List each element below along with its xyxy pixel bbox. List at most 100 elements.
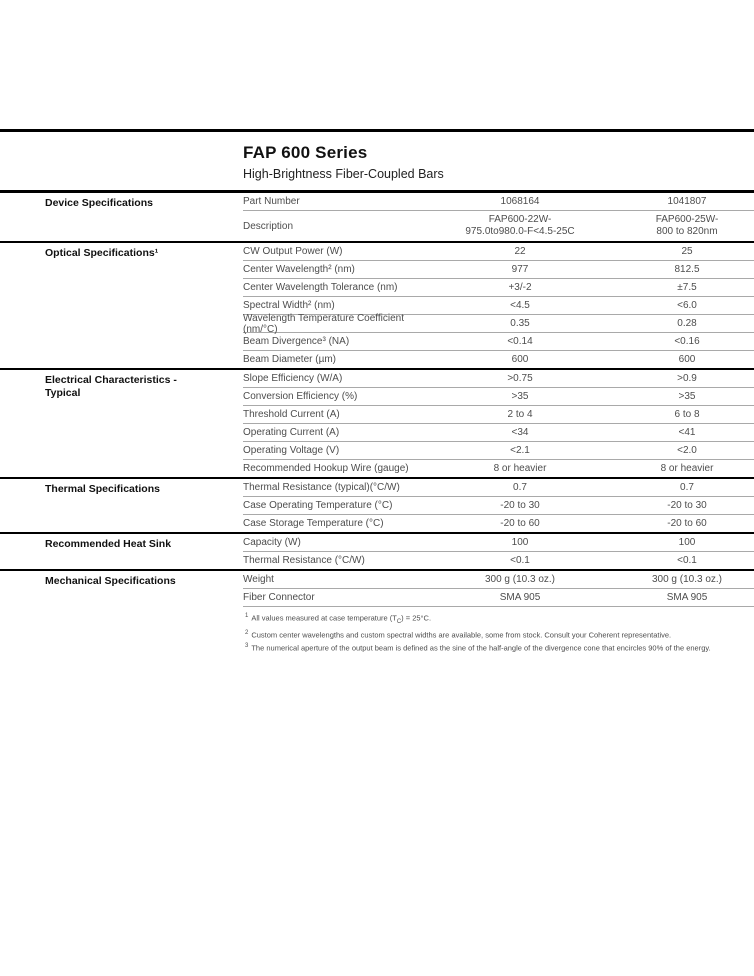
table-row: Case Storage Temperature (°C) -20 to 60 … bbox=[243, 515, 754, 532]
row-value-2: <2.0 bbox=[677, 444, 697, 456]
footnote-text: The numerical aperture of the output bea… bbox=[251, 643, 711, 652]
row-label: Thermal Resistance (°C/W) bbox=[243, 555, 365, 566]
row-label: Fiber Connector bbox=[243, 592, 315, 603]
row-value-2: >0.9 bbox=[677, 372, 697, 384]
row-value-1: <34 bbox=[511, 426, 529, 438]
row-label: Recommended Hookup Wire (gauge) bbox=[243, 463, 409, 474]
table-row: Fiber Connector SMA 905 SMA 905 bbox=[243, 589, 754, 607]
row-label: Case Storage Temperature (°C) bbox=[243, 518, 384, 529]
table-row: Center Wavelength Tolerance (nm) +3/-2 ±… bbox=[243, 279, 754, 297]
row-value-1: 8 or heavier bbox=[493, 462, 547, 474]
row-value-1: 977 bbox=[511, 263, 529, 275]
row-value-1: <4.5 bbox=[510, 299, 530, 311]
row-value-2: 812.5 bbox=[674, 263, 700, 275]
section-rows: Thermal Resistance (typical)(°C/W) 0.7 0… bbox=[243, 479, 754, 532]
row-label: CW Output Power (W) bbox=[243, 246, 343, 257]
row-value-1: +3/-2 bbox=[508, 281, 532, 293]
section-label: Mechanical Specifications bbox=[45, 575, 176, 587]
row-value-2: 6 to 8 bbox=[674, 408, 700, 420]
table-row: Slope Efficiency (W/A) >0.75 >0.9 bbox=[243, 370, 754, 388]
top-margin bbox=[0, 0, 754, 129]
row-value-1: 0.35 bbox=[510, 317, 530, 329]
table-row: Weight 300 g (10.3 oz.) 300 g (10.3 oz.) bbox=[243, 571, 754, 589]
table-row: Wavelength Temperature Coefficient (nm/°… bbox=[243, 312, 754, 335]
table-row: Thermal Resistance (typical)(°C/W) 0.7 0… bbox=[243, 479, 754, 497]
section-label: Optical Specifications¹ bbox=[45, 247, 159, 259]
table-row: Threshold Current (A) 2 to 4 6 to 8 bbox=[243, 406, 754, 424]
footnote-1: 1 All values measured at case temperature… bbox=[245, 611, 724, 628]
row-value-2: 100 bbox=[678, 536, 696, 548]
row-value-1: <0.1 bbox=[510, 554, 530, 566]
row-value-2: -20 to 30 bbox=[667, 499, 707, 511]
row-value-1: FAP600-22W- 975.0to980.0-F<4.5-25C bbox=[465, 214, 575, 237]
table-row: Beam Divergence³ (NA) <0.14 <0.16 bbox=[243, 333, 754, 351]
row-value-1: 22 bbox=[514, 245, 526, 257]
table-row: Beam Diameter (µm) 600 600 bbox=[243, 351, 754, 368]
table-row: Case Operating Temperature (°C) -20 to 3… bbox=[243, 497, 754, 515]
row-label: Thermal Resistance (typical)(°C/W) bbox=[243, 482, 400, 493]
row-label: Center Wavelength² (nm) bbox=[243, 264, 355, 275]
row-label: Weight bbox=[243, 574, 274, 585]
row-value-2: FAP600-25W- 800 to 820nm bbox=[655, 214, 719, 237]
table-row: Conversion Efficiency (%) >35 >35 bbox=[243, 388, 754, 406]
row-value-2: SMA 905 bbox=[666, 591, 708, 603]
row-value-1: 100 bbox=[511, 536, 529, 548]
row-label: Wavelength Temperature Coefficient (nm/°… bbox=[243, 312, 405, 335]
top-rule bbox=[0, 129, 754, 132]
row-value-2: >35 bbox=[678, 390, 696, 402]
table-row: Thermal Resistance (°C/W) <0.1 <0.1 bbox=[243, 552, 754, 569]
section-thermal-specifications: Thermal Specifications Thermal Resistanc… bbox=[0, 479, 754, 534]
section-rows: Slope Efficiency (W/A) >0.75 >0.9 Conver… bbox=[243, 370, 754, 477]
row-value-2: -20 to 60 bbox=[667, 517, 707, 529]
row-label: Beam Diameter (µm) bbox=[243, 354, 336, 365]
table-row: Operating Current (A) <34 <41 bbox=[243, 424, 754, 442]
section-label: Thermal Specifications bbox=[45, 483, 160, 495]
row-label: Operating Current (A) bbox=[243, 427, 340, 438]
row-value-1: <0.14 bbox=[507, 335, 533, 347]
page-subtitle: High-Brightness Fiber-Coupled Bars bbox=[243, 167, 444, 181]
row-value-1: SMA 905 bbox=[499, 591, 541, 603]
row-value-1: 600 bbox=[511, 353, 529, 365]
row-label: Capacity (W) bbox=[243, 537, 301, 548]
row-value-2: ±7.5 bbox=[677, 281, 697, 293]
section-rows: Weight 300 g (10.3 oz.) 300 g (10.3 oz.)… bbox=[243, 571, 754, 607]
row-label: Case Operating Temperature (°C) bbox=[243, 500, 393, 511]
row-value-2: <41 bbox=[678, 426, 696, 438]
section-label: Recommended Heat Sink bbox=[45, 538, 172, 550]
row-value-1: 1068164 bbox=[500, 195, 540, 207]
row-value-2: <0.1 bbox=[677, 554, 697, 566]
footnote-text: All values measured at case temperature … bbox=[251, 613, 397, 623]
row-value-2: 25 bbox=[681, 245, 693, 257]
section-mechanical-specifications: Mechanical Specifications Weight 300 g (… bbox=[0, 571, 754, 607]
table-row: Recommended Hookup Wire (gauge) 8 or hea… bbox=[243, 460, 754, 477]
footnote-marker: 3 bbox=[245, 642, 249, 649]
row-value-1: <2.1 bbox=[510, 444, 530, 456]
table-row: Description FAP600-22W- 975.0to980.0-F<4… bbox=[243, 211, 754, 241]
header-rule bbox=[0, 190, 754, 193]
row-label: Part Number bbox=[243, 196, 300, 207]
footnote-marker: 2 bbox=[245, 629, 249, 636]
page-title: FAP 600 Series bbox=[243, 143, 368, 162]
footnote-text: ) = 25°C. bbox=[401, 613, 432, 623]
row-value-1: >35 bbox=[511, 390, 529, 402]
row-value-2: 600 bbox=[678, 353, 696, 365]
footnote-2: 2 Custom center wavelengths and custom sp… bbox=[245, 628, 724, 641]
row-value-1: 0.7 bbox=[513, 481, 527, 493]
row-label: Conversion Efficiency (%) bbox=[243, 391, 358, 402]
section-rows: Capacity (W) 100 100 Thermal Resistance … bbox=[243, 534, 754, 569]
row-value-2: 0.28 bbox=[677, 317, 697, 329]
section-electrical-characteristics: Electrical Characteristics - Typical Slo… bbox=[0, 370, 754, 479]
row-value-2: 1041807 bbox=[667, 195, 707, 207]
row-value-2: <6.0 bbox=[677, 299, 697, 311]
row-label: Center Wavelength Tolerance (nm) bbox=[243, 282, 398, 293]
section-label: Electrical Characteristics - Typical bbox=[45, 374, 177, 399]
table-row: CW Output Power (W) 22 25 bbox=[243, 243, 754, 261]
table-row: Operating Voltage (V) <2.1 <2.0 bbox=[243, 442, 754, 460]
section-rows: Part Number 1068164 1041807 Description … bbox=[243, 193, 754, 241]
document-header: FAP 600 Series High-Brightness Fiber-Cou… bbox=[0, 132, 754, 190]
table-row: Center Wavelength² (nm) 977 812.5 bbox=[243, 261, 754, 279]
table-row: Part Number 1068164 1041807 bbox=[243, 193, 754, 211]
row-value-2: <0.16 bbox=[674, 335, 700, 347]
row-label: Description bbox=[243, 220, 294, 232]
